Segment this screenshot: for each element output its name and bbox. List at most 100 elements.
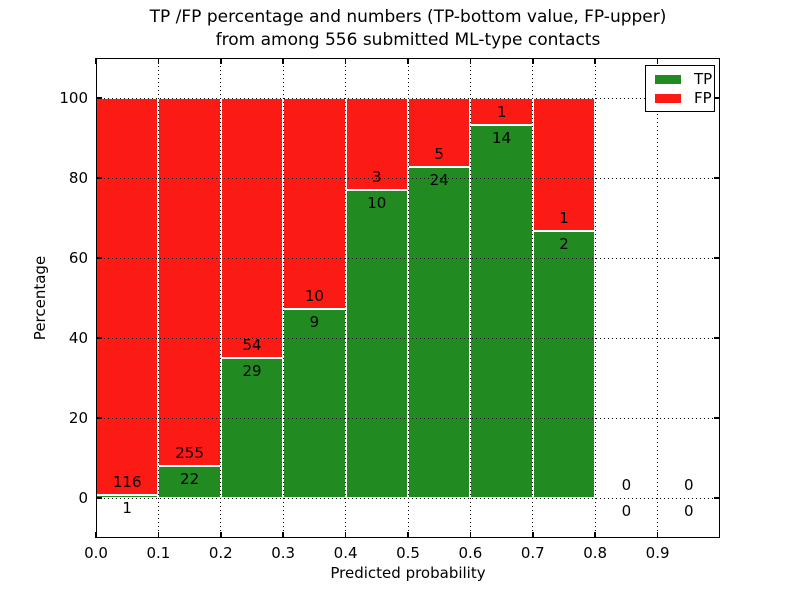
tick-left-100 [96,97,102,99]
tick-bottom-0.2 [220,532,222,538]
chart-title: TP /FP percentage and numbers (TP-bottom… [150,6,667,52]
tp-count-label-0.6-0.7: 14 [492,128,512,147]
bar-segment-tp-0.1-0.2 [158,466,221,498]
fp-count-label-0.0-0.1: 116 [112,472,142,491]
bar-segment-fp-0.0-0.1 [96,98,159,495]
bar-segment-tp-0.4-0.5 [345,190,408,498]
tick-top-0.1 [157,58,160,64]
tick-top-0.7 [532,58,534,64]
bar-segment-tp-0.7-0.8 [532,231,596,498]
y-tick-label-60: 60 [68,249,88,267]
fp-count-label-0.9-1.0: 0 [684,476,694,494]
tick-top-0.4 [344,58,347,64]
tick-bottom-0.3 [282,532,284,538]
x-tick-label-0.6: 0.6 [458,544,483,562]
fp-color-swatch [655,93,681,103]
tick-right-100 [714,97,720,99]
bar-segment-tp-0.3-0.4 [283,308,346,498]
tick-top-0.6 [469,58,472,64]
tick-right-80 [714,177,720,179]
fp-count-label-0.2-0.3: 54 [242,336,262,355]
legend-label-tp: TP [694,70,713,88]
gridline-v-0.6 [469,58,471,538]
bar-segment-fp-0.2-0.3 [220,98,284,359]
fp-count-label-0.6-0.7: 1 [496,102,507,121]
gridline-v-0.5 [407,58,409,538]
plot-area: 116 1 255 22 54 29 10 9 3 10 5 24 1 14 1 2 0 0 0 0 TP FP [95,58,720,538]
tick-top-0.3 [282,58,284,64]
tp-count-label-0.0-0.1: 1 [122,498,132,517]
x-tick-label-0.3: 0.3 [271,544,296,562]
tick-top-0.2 [220,58,222,64]
tick-top-0.5 [407,58,409,64]
tick-left-80 [96,177,102,179]
tp-count-label-0.3-0.4: 9 [309,312,320,331]
x-tick-label-0.7: 0.7 [520,544,545,562]
x-tick-label-0.2: 0.2 [208,544,233,562]
tick-bottom-0.0 [95,532,97,538]
fp-count-label-0.4-0.5: 3 [372,168,382,187]
y-tick-label-0: 0 [78,489,88,507]
fp-count-label-0.8-0.9: 0 [621,476,632,494]
legend-label-fp: FP [694,89,712,107]
x-tick-label-0.8: 0.8 [583,544,608,562]
tick-right-60 [714,257,720,259]
bar-segment-fp-0.4-0.5 [345,98,408,191]
y-tick-label-100: 100 [59,89,88,107]
tick-bottom-0.1 [157,532,160,538]
tp-count-label-0.8-0.9: 0 [621,502,632,520]
y-tick-label-20: 20 [68,409,88,427]
gridline-v-0.8 [594,58,596,538]
legend-entry-fp: FP [655,90,712,106]
tick-bottom-0.8 [594,532,596,538]
tp-color-swatch [655,74,681,84]
fp-count-label-0.5-0.6: 5 [434,144,444,163]
tick-top-0.9 [656,58,659,64]
tick-top-0.8 [594,58,596,64]
bar-segment-fp-0.3-0.4 [283,98,346,309]
gridline-v-0.4 [345,58,347,538]
tick-left-0 [96,497,102,499]
tick-right-20 [714,417,720,419]
y-tick-label-80: 80 [68,169,88,187]
tp-count-label-0.7-0.8: 2 [559,235,569,254]
grid-layer [96,58,720,538]
tp-count-label-0.2-0.3: 29 [242,362,262,381]
legend-entry-tp: TP [655,71,712,87]
chart-title-line1: TP /FP percentage and numbers (TP-bottom… [149,7,667,27]
tp-count-label-0.9-1.0: 0 [684,502,694,520]
fp-count-label-0.7-0.8: 1 [559,209,569,228]
x-axis-label: Predicted probability [330,564,486,582]
bar-value-labels-layer: 116 1 255 22 54 29 10 9 3 10 5 24 1 14 1 2 0 0 0 0 [96,58,720,538]
bar-segment-fp-0.7-0.8 [532,98,596,232]
x-tick-label-0.4: 0.4 [333,544,358,562]
x-tick-label-0.0: 0.0 [84,544,108,562]
legend: TP FP [645,65,715,112]
x-tick-label-0.1: 0.1 [146,544,171,562]
x-tick-label-0.9: 0.9 [645,544,670,562]
tick-bottom-0.9 [656,532,659,538]
bar-segment-fp-0.1-0.2 [158,98,221,467]
tick-right-0 [714,497,720,499]
bar-segment-tp-0.2-0.3 [220,358,284,498]
tick-bottom-0.5 [407,532,409,538]
tick-left-20 [96,417,102,419]
chart-title-line2: from among 556 submitted ML-type contact… [215,30,601,50]
tick-bottom-0.6 [469,532,472,538]
tick-marks-layer [95,58,720,538]
tp-count-label-0.4-0.5: 10 [367,194,387,213]
tp-count-label-0.5-0.6: 24 [429,170,449,189]
bars-layer [96,58,720,538]
tick-top-0.0 [95,58,97,64]
gridline-v-0.1 [157,58,159,538]
fp-count-label-0.3-0.4: 10 [304,286,324,305]
bar-segment-fp-0.5-0.6 [408,98,471,167]
tick-bottom-0.4 [344,532,347,538]
gridline-v-0.7 [532,58,534,538]
gridline-v-0.9 [657,58,659,538]
y-axis-label: Percentage [31,255,49,341]
tick-left-40 [96,337,102,339]
fp-count-label-0.1-0.2: 255 [175,444,204,463]
tick-bottom-0.7 [532,532,534,538]
tick-right-40 [714,337,720,339]
